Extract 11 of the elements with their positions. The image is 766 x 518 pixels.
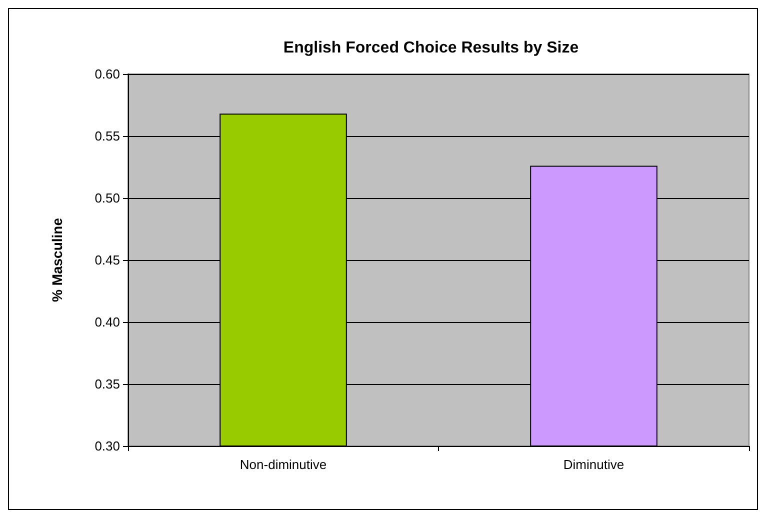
y-tick-label: 0.55	[94, 128, 120, 144]
y-tick-label: 0.60	[94, 66, 120, 82]
y-axis-title: % Masculine	[49, 218, 65, 302]
y-tick-label: 0.50	[94, 190, 120, 206]
x-tick-label: Diminutive	[563, 457, 624, 472]
y-tick-label: 0.35	[94, 376, 120, 392]
y-tick-label: 0.30	[94, 438, 120, 454]
y-tick-label: 0.40	[94, 314, 120, 330]
x-tick-label: Non-diminutive	[240, 457, 327, 472]
chart-title: English Forced Choice Results by Size	[283, 40, 579, 56]
y-tick-label: 0.45	[94, 252, 120, 268]
